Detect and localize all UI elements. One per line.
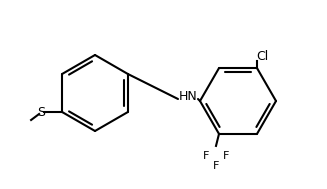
Text: Cl: Cl	[256, 50, 268, 63]
Text: F: F	[213, 161, 219, 171]
Text: F: F	[203, 151, 209, 161]
Text: S: S	[37, 105, 45, 119]
Text: HN: HN	[179, 91, 198, 104]
Text: F: F	[223, 151, 229, 161]
